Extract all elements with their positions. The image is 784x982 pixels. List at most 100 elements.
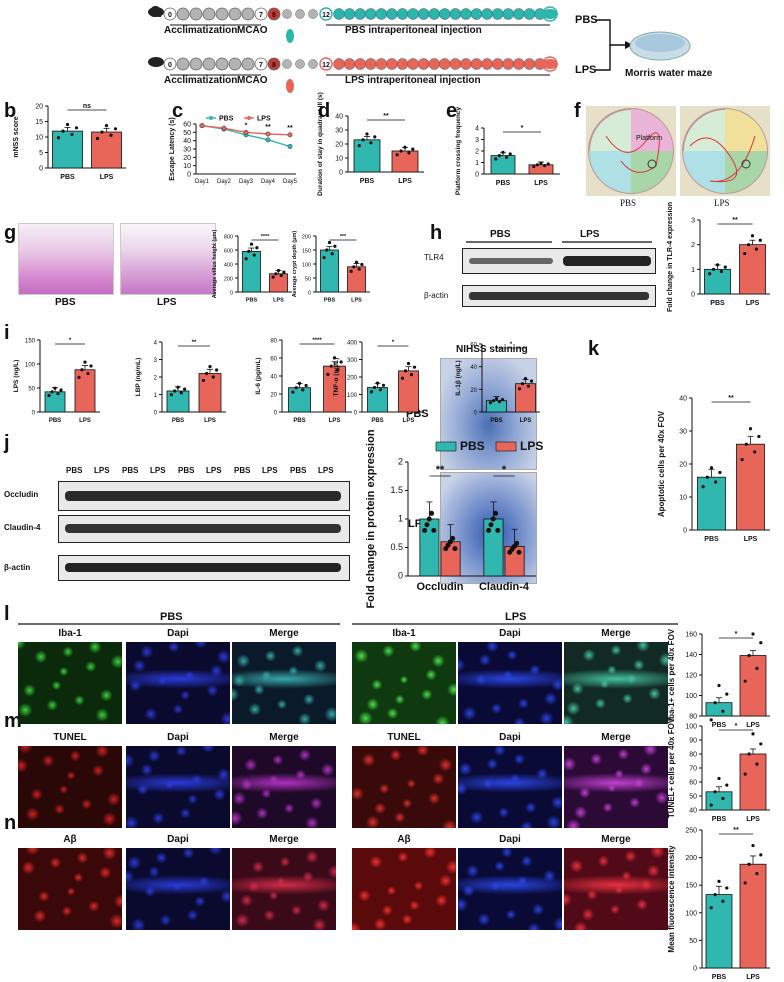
y-tick-label: 400 (224, 263, 233, 269)
y-tick-label: 10 (35, 135, 43, 142)
y-tick-label: 60 (689, 780, 697, 787)
blot-j-actin-band (58, 555, 350, 581)
timeline-day-dot (189, 7, 203, 21)
timeline-day-dot (215, 57, 229, 71)
bar-pbs (490, 155, 516, 175)
timeline-day-dot (163, 7, 177, 21)
panel-letter-g: g (4, 222, 17, 244)
bar-lps (736, 443, 765, 531)
fluor-image (352, 746, 456, 828)
data-point (357, 267, 361, 271)
y-tick-label: 150 (685, 883, 697, 890)
x-tick-label: PBS (712, 816, 727, 823)
chart-i3: 0 20 40 60 80 IL-6 (pg/mL) PBS LPS **** (255, 338, 352, 424)
timeline-injection-dot (481, 58, 493, 70)
y-tick-label: 400 (347, 341, 358, 347)
timeline-injection-dot (386, 8, 398, 20)
data-point (543, 164, 547, 168)
fluor-column-label: Merge (601, 628, 631, 639)
timeline-day-dot (228, 7, 242, 21)
data-point (65, 122, 70, 127)
fluor-column-label: Merge (601, 732, 631, 743)
blot-j-lane-label: PBS (234, 466, 251, 475)
y-tick-label: 1 (398, 514, 403, 524)
y-tick-label: 50 (305, 277, 311, 283)
x-tick-label: LPS (398, 178, 412, 185)
y-axis-label: LPS (ng/L) (13, 360, 20, 393)
y-tick-label: 0 (339, 170, 343, 177)
y-tick-label: 3 (154, 358, 158, 364)
chart-h: 0 1 2 3 Fold change in TLR-4 expression PBS LP… (667, 202, 770, 312)
data-point (375, 381, 380, 385)
y-tick-label: 30 (679, 429, 687, 436)
histology-pbs-label: PBS (55, 297, 76, 308)
y-tick-label: 120 (685, 673, 697, 680)
fluor-image (232, 746, 336, 828)
y-tick-label: 4 (475, 126, 479, 133)
y-tick-label: 1 (475, 160, 479, 167)
sig-label: * (521, 125, 524, 132)
timeline-pbs-row: 0781240 (163, 6, 558, 26)
data-point (755, 871, 759, 876)
y-tick-label: 0 (154, 411, 158, 417)
data-point (297, 381, 302, 385)
x-tick-label: PBS (360, 178, 375, 185)
y-tick-label: 0 (32, 411, 36, 417)
bar-pbs (704, 268, 731, 295)
timeline-day-dot (241, 7, 255, 21)
timeline-day-dot (282, 9, 292, 19)
data-point (352, 265, 356, 269)
y-tick-label: 0 (398, 571, 403, 581)
data-point (360, 262, 364, 267)
timeline-day-dot (308, 59, 318, 69)
data-point (179, 391, 183, 395)
y-tick-label: 2 (398, 457, 403, 467)
data-point (294, 386, 298, 390)
data-point (255, 246, 259, 250)
bar-lps (347, 266, 366, 293)
bar-pbs (697, 476, 726, 531)
data-point (279, 273, 283, 278)
data-point (100, 130, 104, 134)
data-point (743, 772, 747, 776)
data-point (395, 153, 399, 157)
timeline-injection-dot (343, 8, 356, 20)
data-point (717, 879, 721, 883)
mouse-icon (148, 57, 164, 67)
chart-m: 40 50 60 70 80 90 100 TUNEL+ cells per 40x FOV P… (667, 717, 770, 823)
data-point (494, 157, 498, 161)
bar-lps (739, 863, 767, 969)
data-point (304, 383, 308, 388)
timeline-injection-dot (364, 8, 377, 20)
data-point (759, 641, 763, 645)
data-point (47, 393, 51, 398)
x-tick-label: LPS (273, 298, 284, 304)
data-point (714, 480, 718, 484)
blot-j-occludin-band (58, 481, 350, 511)
line-point (265, 131, 271, 137)
data-point (409, 372, 414, 377)
data-point (330, 252, 334, 256)
y-tick-label: 40 (270, 375, 277, 381)
data-point (354, 260, 359, 264)
y-tick-label: 0 (230, 291, 233, 297)
y-axis-label: Iba-1+ cells per 40x FOV (667, 628, 676, 721)
data-point (333, 244, 337, 248)
data-point (61, 129, 65, 133)
blot-h-lps-label: LPS (580, 229, 600, 240)
y-tick-label: 20 (35, 104, 43, 111)
timeline-day-dot (295, 59, 305, 69)
timeline-injection-dot (417, 8, 430, 20)
y-tick-label: 200 (224, 277, 233, 283)
data-point (109, 133, 113, 137)
bar-lps (739, 655, 767, 717)
data-point (173, 389, 177, 393)
data-point (744, 442, 748, 446)
line-point (199, 123, 205, 129)
timeline-injection-dot (375, 8, 388, 20)
data-point (95, 136, 100, 141)
blot-j-occludin-label: Occludin (4, 490, 39, 499)
line-point (287, 144, 293, 149)
y-tick-label: 40 (689, 808, 697, 815)
